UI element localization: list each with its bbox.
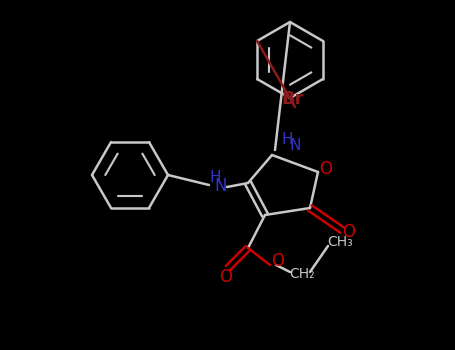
Text: H: H: [281, 133, 293, 147]
Text: CH₃: CH₃: [327, 235, 353, 249]
Text: N: N: [215, 177, 227, 195]
Text: O: O: [343, 223, 355, 241]
Text: O: O: [272, 252, 284, 270]
Text: N: N: [289, 139, 301, 154]
Text: CH₂: CH₂: [289, 267, 315, 281]
Text: H: H: [209, 170, 221, 186]
Text: O: O: [319, 160, 333, 178]
Text: O: O: [219, 268, 233, 286]
Text: Br: Br: [282, 90, 304, 108]
